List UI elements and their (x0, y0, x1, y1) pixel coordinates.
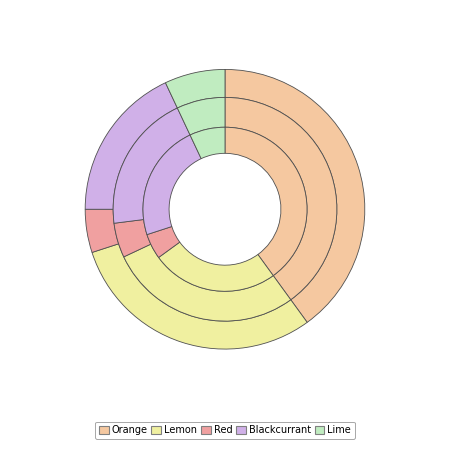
Wedge shape (143, 135, 201, 234)
Wedge shape (190, 127, 225, 159)
Wedge shape (159, 242, 273, 291)
Wedge shape (166, 69, 225, 108)
Wedge shape (85, 83, 177, 209)
Wedge shape (113, 108, 190, 223)
Wedge shape (177, 97, 225, 135)
Wedge shape (114, 220, 151, 257)
Wedge shape (225, 69, 365, 322)
Wedge shape (225, 127, 307, 275)
Wedge shape (92, 244, 307, 349)
Wedge shape (124, 244, 291, 321)
Wedge shape (85, 209, 119, 252)
Wedge shape (225, 97, 337, 300)
Legend: Orange, Lemon, Red, Blackcurrant, Lime: Orange, Lemon, Red, Blackcurrant, Lime (95, 422, 355, 439)
Wedge shape (147, 226, 180, 257)
